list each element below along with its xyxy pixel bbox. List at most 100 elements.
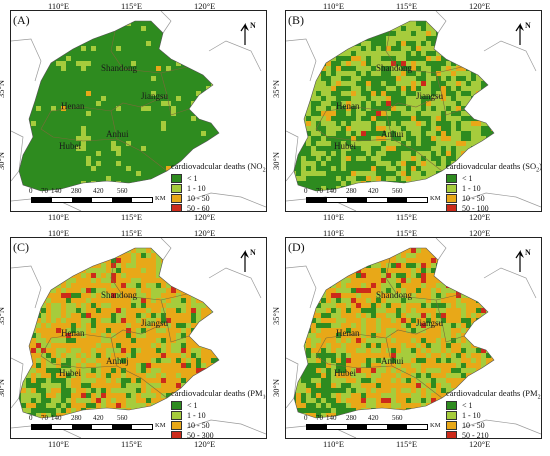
grid-cell [71, 166, 76, 171]
grid-cell [41, 181, 46, 186]
grid-cell [341, 26, 346, 31]
grid-cell [321, 21, 326, 26]
grid-cell [141, 26, 146, 31]
grid-cell [216, 56, 219, 61]
grid-cell [61, 273, 66, 278]
grid-cell [476, 86, 481, 91]
grid-cell [91, 86, 96, 91]
grid-cell [46, 46, 51, 51]
grid-cell [146, 151, 151, 156]
grid-cell [76, 31, 81, 36]
grid-cell [146, 71, 151, 76]
grid-cell [96, 258, 101, 263]
grid-cell [156, 348, 161, 353]
grid-cell [326, 96, 331, 101]
grid-cell [61, 333, 66, 338]
grid-cell [31, 318, 36, 323]
grid-cell [101, 126, 106, 131]
grid-cell [66, 248, 71, 253]
grid-cell [391, 161, 396, 166]
grid-cell [81, 176, 86, 181]
grid-cell [361, 31, 366, 36]
grid-cell [161, 176, 166, 181]
grid-cell [206, 278, 211, 283]
grid-cell [36, 111, 41, 116]
grid-cell [36, 146, 41, 151]
grid-cell [111, 131, 116, 136]
grid-cell [31, 368, 36, 373]
grid-cell [386, 66, 391, 71]
grid-cell [66, 238, 71, 243]
grid-cell [46, 51, 51, 56]
grid-cell [51, 273, 56, 278]
grid-cell [361, 86, 366, 91]
grid-cell [346, 96, 351, 101]
grid-cell [21, 31, 26, 36]
grid-cell [416, 86, 421, 91]
grid-cell [491, 61, 494, 66]
grid-cell [336, 126, 341, 131]
grid-cell [166, 96, 171, 101]
grid-cell [66, 16, 71, 21]
grid-cell [201, 96, 206, 101]
grid-cell [216, 81, 219, 86]
grid-cell [294, 56, 296, 61]
grid-cell [446, 151, 451, 156]
grid-cell [196, 86, 201, 91]
grid-cell [481, 116, 486, 121]
grid-cell [21, 86, 26, 91]
grid-cell [211, 278, 216, 283]
grid-cell [81, 323, 86, 328]
grid-cell [166, 161, 171, 166]
grid-cell [26, 298, 31, 303]
longitude-tick-label: 115°E [396, 212, 418, 222]
grid-cell [141, 378, 146, 383]
grid-cell [191, 106, 196, 111]
grid-cell [71, 353, 76, 358]
grid-cell [176, 363, 181, 368]
grid-cell [366, 46, 371, 51]
grid-cell [101, 166, 106, 171]
grid-cell [221, 131, 226, 136]
grid-cell [421, 21, 426, 26]
grid-cell [46, 278, 51, 283]
grid-cell [196, 121, 201, 126]
grid-cell [126, 408, 131, 413]
grid-cell [76, 26, 81, 31]
grid-cell [31, 26, 36, 31]
grid-cell [296, 176, 301, 181]
grid-cell [306, 31, 311, 36]
grid-cell [411, 116, 416, 121]
grid-cell [71, 36, 76, 41]
grid-cell [106, 11, 111, 16]
grid-cell [11, 323, 16, 328]
grid-cell [41, 323, 46, 328]
grid-cell [76, 398, 81, 403]
grid-cell [21, 96, 26, 101]
grid-cell [111, 21, 116, 26]
grid-cell [61, 131, 66, 136]
grid-cell [426, 56, 431, 61]
grid-cell [96, 358, 101, 363]
grid-cell [41, 238, 46, 243]
grid-cell [331, 76, 336, 81]
grid-cell [61, 26, 66, 31]
grid-cell [496, 106, 501, 111]
grid-cell [411, 166, 416, 171]
grid-cell [51, 166, 56, 171]
grid-cell [41, 51, 46, 56]
grid-cell [126, 81, 131, 86]
north-label: N [250, 21, 256, 30]
grid-cell [141, 161, 146, 166]
grid-cell [51, 26, 56, 31]
grid-cell [461, 21, 466, 26]
grid-cell [131, 166, 136, 171]
grid-cell [116, 398, 121, 403]
grid-cell [326, 16, 331, 21]
grid-cell [426, 141, 431, 146]
grid-cell [86, 278, 91, 283]
grid-cell [96, 141, 101, 146]
legend-entry: < 1 [171, 174, 266, 184]
grid-cell [486, 21, 491, 26]
grid-cell [101, 156, 106, 161]
